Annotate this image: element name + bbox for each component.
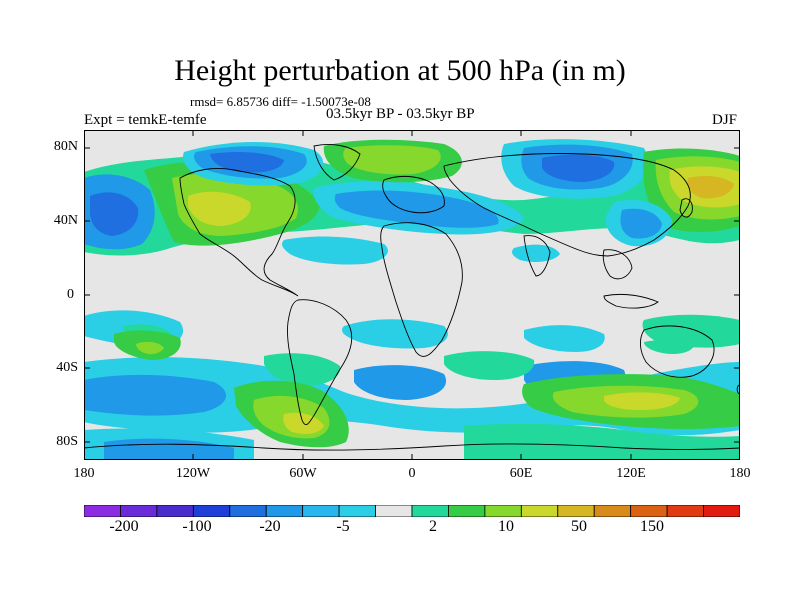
period-label: 03.5kyr BP - 03.5kyr BP bbox=[326, 106, 475, 122]
contour-sh-yellow-4 bbox=[604, 392, 680, 410]
colorbar-swatch bbox=[229, 504, 267, 518]
colorbar-swatch bbox=[302, 504, 340, 518]
colorbar-label-50: 50 bbox=[571, 518, 587, 535]
lon-label-0: 0 bbox=[408, 466, 416, 481]
lat-label-0: 0 bbox=[67, 287, 74, 302]
coastlines bbox=[84, 143, 740, 451]
contour-ant-green bbox=[464, 423, 740, 460]
lon-label-60w: 60W bbox=[289, 466, 317, 481]
colorbar-label-m5: -5 bbox=[336, 518, 350, 535]
colorbar-swatch bbox=[156, 504, 194, 518]
colorbar-label-m100: -100 bbox=[182, 518, 212, 535]
lon-ticks bbox=[192, 130, 632, 460]
colorbar-label-150: 150 bbox=[640, 518, 664, 535]
contour-atlantic-yellowgreen bbox=[343, 145, 441, 175]
colorbar bbox=[83, 504, 741, 518]
lat-label-80s: 80S bbox=[56, 434, 78, 449]
season-label: DJF bbox=[712, 112, 738, 128]
colorbar-label-2: 2 bbox=[429, 518, 437, 535]
colorbar-swatch bbox=[520, 504, 559, 518]
contour-trop-lightblue-3 bbox=[524, 325, 605, 352]
map-panel bbox=[84, 130, 740, 460]
contour-pacific-deepblue bbox=[90, 192, 139, 236]
colorbar-swatch bbox=[630, 504, 668, 518]
colorbar-swatch bbox=[375, 504, 413, 518]
contour-trop-lightblue-2 bbox=[342, 319, 448, 349]
contour-arctic-deepblue bbox=[210, 152, 284, 173]
colorbar-swatch bbox=[593, 504, 632, 518]
lat-label-40n: 40N bbox=[53, 213, 78, 228]
experiment-label: Expt = temkE-temfe bbox=[84, 112, 207, 128]
contour-subtrop-lightblue bbox=[282, 236, 388, 265]
lat-label-80n: 80N bbox=[53, 139, 78, 154]
contour-trop-green-2 bbox=[642, 314, 740, 348]
colorbar-swatches bbox=[83, 504, 741, 518]
colorbar-label-m20: -20 bbox=[259, 518, 281, 535]
colorbar-label-m200: -200 bbox=[109, 518, 139, 535]
colorbar-swatch bbox=[703, 504, 741, 518]
contour-siberia-deepblue bbox=[542, 154, 615, 182]
colorbar-swatch bbox=[484, 504, 522, 518]
contour-trop-green-3 bbox=[644, 339, 694, 354]
colorbar-swatch bbox=[120, 504, 158, 518]
contour-sh-green-2 bbox=[264, 353, 341, 386]
colorbar-swatch bbox=[192, 504, 231, 518]
lon-label-120e: 120E bbox=[616, 466, 646, 481]
colorbar-swatch bbox=[265, 504, 304, 518]
colorbar-swatch bbox=[557, 504, 595, 518]
lon-label-120w: 120W bbox=[175, 466, 211, 481]
plot-title: Height perturbation at 500 hPa (in m) bbox=[174, 54, 626, 87]
contour-sh-blue-mid bbox=[354, 365, 447, 400]
lat-ticks bbox=[84, 147, 740, 443]
lon-label-180e: 180 bbox=[729, 466, 751, 481]
lon-label-180w: 180 bbox=[73, 466, 95, 481]
contour-sh-blue-west bbox=[84, 374, 227, 416]
contour-sh-green-3 bbox=[444, 351, 535, 380]
contour-ant-blue bbox=[104, 438, 234, 460]
colorbar-swatch bbox=[448, 504, 486, 518]
lon-label-60e: 60E bbox=[509, 466, 533, 481]
contour-asia-trough-blue bbox=[620, 208, 662, 239]
colorbar-label-10: 10 bbox=[498, 518, 514, 535]
lat-label-40s: 40S bbox=[56, 360, 78, 375]
contour-na-yellow bbox=[188, 191, 251, 226]
colorbar-swatch bbox=[83, 504, 121, 518]
colorbar-swatch bbox=[338, 504, 376, 518]
rmsd-stats: rmsd= 6.85736 diff= -1.50073e-08 bbox=[190, 94, 371, 109]
contour-subtrop-cyan bbox=[512, 244, 560, 262]
contour-europe-blue bbox=[334, 190, 499, 228]
colorbar-swatch bbox=[666, 504, 704, 518]
colorbar-swatch bbox=[411, 504, 449, 518]
contour-map bbox=[84, 130, 740, 460]
contour-eastasia-orange bbox=[687, 176, 734, 199]
contour-sh-yellowgreen-1 bbox=[136, 341, 164, 355]
